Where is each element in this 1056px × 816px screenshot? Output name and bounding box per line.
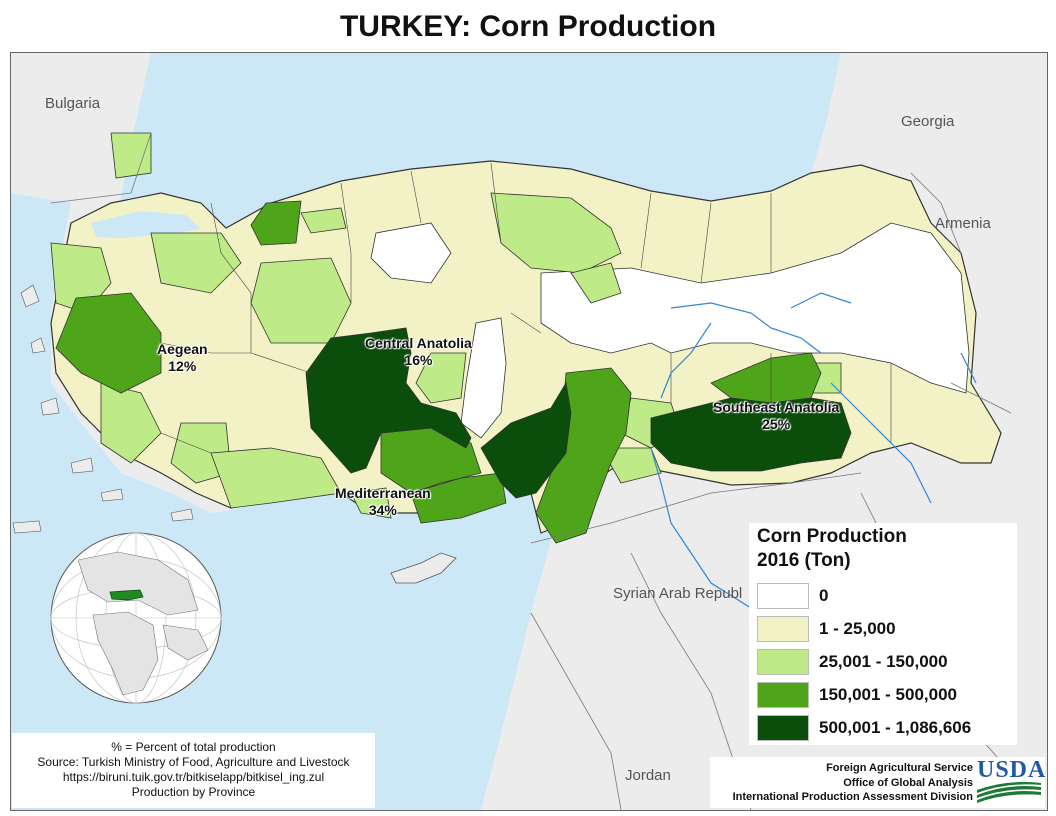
legend-title: Corn Production 2016 (Ton) xyxy=(757,525,907,573)
region-percent: 12% xyxy=(168,358,197,374)
region-name: Aegean xyxy=(157,341,208,357)
region-label-central-anatolia: Central Anatolia 16% xyxy=(365,335,472,369)
aegean-islands xyxy=(12,284,194,534)
usda-logo: USDA xyxy=(977,757,1045,805)
source-line-url: https://biruni.tuik.gov.tr/bitkiselapp/b… xyxy=(62,770,325,784)
source-line-province: Production by Province xyxy=(131,785,256,799)
country-label-syria: Syrian Arab Republ xyxy=(613,585,743,602)
black-sea xyxy=(116,53,841,248)
legend: Corn Production 2016 (Ton) 0 1 - 25,000 … xyxy=(749,523,1017,745)
rivers xyxy=(650,292,977,609)
zone-zero-east xyxy=(540,222,970,394)
zone-dark-green xyxy=(305,327,852,499)
region-percent: 25% xyxy=(762,416,791,432)
legend-label: 1 - 25,000 xyxy=(819,619,896,638)
globe-locator xyxy=(50,532,222,704)
legend-swatch xyxy=(757,682,809,708)
region-percent: 34% xyxy=(368,502,397,518)
source-line-percent: % = Percent of total production xyxy=(111,740,276,754)
legend-swatch xyxy=(757,715,809,741)
legend-label: 150,001 - 500,000 xyxy=(819,685,958,704)
agency-lines: Foreign Agricultural Service Office of G… xyxy=(733,761,973,805)
legend-label: 25,001 - 150,000 xyxy=(819,652,948,671)
region-name: Mediterranean xyxy=(335,485,431,501)
usda-logo-swoosh xyxy=(977,781,1041,803)
agency-line-oga: Office of Global Analysis xyxy=(843,776,973,789)
province-borders xyxy=(160,162,892,454)
zone-zero-central xyxy=(460,317,507,439)
zone-medium-green xyxy=(55,200,822,544)
agency-credit: Foreign Agricultural Service Office of G… xyxy=(710,757,1045,808)
map-area: Bulgaria Georgia Armenia Syrian Arab Rep… xyxy=(10,52,1048,811)
legend-swatch xyxy=(757,649,809,675)
sea-of-marmara xyxy=(91,211,201,238)
map-canvas xyxy=(11,53,1012,810)
legend-label: 500,001 - 1,086,606 xyxy=(819,718,972,737)
legend-title-line1: Corn Production xyxy=(757,526,907,547)
source-note: % = Percent of total production Source: … xyxy=(12,733,375,808)
legend-swatch xyxy=(757,583,809,609)
region-name: Southeast Anatolia xyxy=(713,399,840,415)
zone-zero-north xyxy=(370,222,452,284)
region-label-mediterranean: Mediterranean 34% xyxy=(335,485,431,519)
usda-logo-text: USDA xyxy=(977,757,1047,783)
country-label-georgia: Georgia xyxy=(901,113,955,130)
region-name: Central Anatolia xyxy=(365,335,472,351)
region-label-southeast-anatolia: Southeast Anatolia 25% xyxy=(713,399,839,433)
source-line-ministry: Source: Turkish Ministry of Food, Agricu… xyxy=(37,755,350,769)
cyprus xyxy=(390,552,457,584)
legend-title-line2: 2016 (Ton) xyxy=(757,550,851,571)
region-percent: 16% xyxy=(404,352,433,368)
country-label-jordan: Jordan xyxy=(625,767,671,784)
agency-line-ipad: International Production Assessment Divi… xyxy=(732,791,973,803)
legend-label: 0 xyxy=(819,586,829,605)
agency-line-fas: Foreign Agricultural Service xyxy=(826,762,973,774)
legend-swatch xyxy=(757,616,809,642)
turkey-highlight xyxy=(109,589,144,601)
map-title: TURKEY: Corn Production xyxy=(339,10,717,43)
country-label-bulgaria: Bulgaria xyxy=(45,95,101,112)
country-label-armenia: Armenia xyxy=(935,215,991,232)
region-label-aegean: Aegean 12% xyxy=(157,341,208,375)
